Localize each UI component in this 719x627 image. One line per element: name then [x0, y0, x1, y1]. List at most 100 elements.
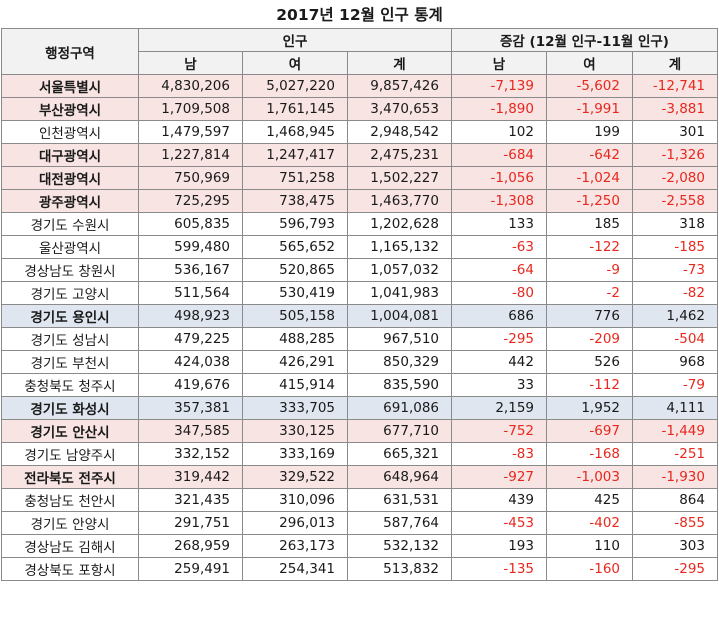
region-cell: 경기도 부천시 [1, 350, 139, 374]
male-change-cell: -135 [451, 557, 547, 581]
female-change-cell: 776 [546, 304, 633, 328]
table-row: 서울특별시 4,830,206 5,027,220 9,857,426 -7,139 -5… [1, 74, 718, 98]
total-change-cell: 303 [632, 534, 718, 558]
table-row: 부산광역시 1,709,508 1,761,145 3,470,653 -1,890 -1… [1, 97, 718, 121]
total-population-cell: 835,590 [347, 373, 452, 397]
total-change-cell: -82 [632, 281, 718, 305]
region-cell: 경기도 고양시 [1, 281, 139, 305]
female-change-cell: -697 [546, 419, 633, 443]
male-population-cell: 511,564 [138, 281, 243, 305]
total-population-cell: 1,004,081 [347, 304, 452, 328]
header-male: 남 [138, 51, 243, 75]
male-population-cell: 479,225 [138, 327, 243, 351]
male-population-cell: 291,751 [138, 511, 243, 535]
total-population-cell: 1,041,983 [347, 281, 452, 305]
total-population-cell: 2,475,231 [347, 143, 452, 167]
region-cell: 경기도 남양주시 [1, 442, 139, 466]
female-population-cell: 329,522 [242, 465, 348, 489]
male-change-cell: -752 [451, 419, 547, 443]
male-change-cell: 102 [451, 120, 547, 144]
region-cell: 전라북도 전주시 [1, 465, 139, 489]
region-cell: 경기도 성남시 [1, 327, 139, 351]
header-total: 계 [347, 51, 452, 75]
female-population-cell: 488,285 [242, 327, 348, 351]
total-population-cell: 532,132 [347, 534, 452, 558]
male-change-cell: -80 [451, 281, 547, 305]
male-population-cell: 4,830,206 [138, 74, 243, 98]
female-change-cell: -160 [546, 557, 633, 581]
female-population-cell: 1,468,945 [242, 120, 348, 144]
female-change-cell: -402 [546, 511, 633, 535]
region-cell: 대구광역시 [1, 143, 139, 167]
female-change-cell: -209 [546, 327, 633, 351]
table-row: 경기도 남양주시 332,152 333,169 665,321 -83 -168 -251 [1, 442, 718, 466]
male-change-cell: -7,139 [451, 74, 547, 98]
header-change: 증감 (12월 인구-11월 인구) [451, 28, 718, 52]
table-row: 경기도 화성시 357,381 333,705 691,086 2,159 1,952 4,… [1, 396, 718, 420]
table-row: 전라북도 전주시 319,442 329,522 648,964 -927 -1,003-… [1, 465, 718, 489]
header-female: 여 [242, 51, 348, 75]
male-population-cell: 419,676 [138, 373, 243, 397]
male-change-cell: -1,308 [451, 189, 547, 213]
region-cell: 충청남도 천안시 [1, 488, 139, 512]
total-change-cell: -295 [632, 557, 718, 581]
female-population-cell: 333,705 [242, 396, 348, 420]
male-change-cell: 442 [451, 350, 547, 374]
male-population-cell: 605,835 [138, 212, 243, 236]
male-change-cell: 133 [451, 212, 547, 236]
female-population-cell: 505,158 [242, 304, 348, 328]
male-population-cell: 1,709,508 [138, 97, 243, 121]
total-change-cell: 1,462 [632, 304, 718, 328]
female-population-cell: 254,341 [242, 557, 348, 581]
female-change-cell: -1,024 [546, 166, 633, 190]
male-change-cell: -83 [451, 442, 547, 466]
region-cell: 부산광역시 [1, 97, 139, 121]
region-cell: 경기도 안산시 [1, 419, 139, 443]
region-cell: 경상남도 창원시 [1, 258, 139, 282]
total-change-cell: -2,558 [632, 189, 718, 213]
female-population-cell: 1,761,145 [242, 97, 348, 121]
male-population-cell: 332,152 [138, 442, 243, 466]
total-population-cell: 1,165,132 [347, 235, 452, 259]
female-population-cell: 565,652 [242, 235, 348, 259]
region-cell: 경상북도 포항시 [1, 557, 139, 581]
total-change-cell: -1,326 [632, 143, 718, 167]
female-change-cell: -168 [546, 442, 633, 466]
male-population-cell: 1,479,597 [138, 120, 243, 144]
total-population-cell: 587,764 [347, 511, 452, 535]
table-row: 경기도 안양시 291,751 296,013 587,764 -453 -402 -855 [1, 511, 718, 535]
total-change-cell: -3,881 [632, 97, 718, 121]
total-change-cell: -73 [632, 258, 718, 282]
total-change-cell: -12,741 [632, 74, 718, 98]
table-row: 경상남도 창원시 536,167 520,865 1,057,032 -64 -9 -73 [1, 258, 718, 282]
total-population-cell: 1,202,628 [347, 212, 452, 236]
male-population-cell: 725,295 [138, 189, 243, 213]
total-population-cell: 648,964 [347, 465, 452, 489]
female-change-cell: 185 [546, 212, 633, 236]
region-cell: 경기도 용인시 [1, 304, 139, 328]
population-table: 2017년 12월 인구 통계 행정구역 인구 증감 (12월 인구-11월 인… [1, 0, 718, 581]
header-change-male: 남 [451, 51, 547, 75]
region-cell: 울산광역시 [1, 235, 139, 259]
total-change-cell: -185 [632, 235, 718, 259]
male-population-cell: 357,381 [138, 396, 243, 420]
table-row: 충청북도 청주시 419,676 415,914 835,590 33 -112 -79 [1, 373, 718, 397]
male-change-cell: -453 [451, 511, 547, 535]
female-population-cell: 738,475 [242, 189, 348, 213]
total-change-cell: -251 [632, 442, 718, 466]
female-population-cell: 333,169 [242, 442, 348, 466]
table-row: 경기도 성남시 479,225 488,285 967,510 -295 -209 -504 [1, 327, 718, 351]
total-change-cell: -855 [632, 511, 718, 535]
total-change-cell: 864 [632, 488, 718, 512]
table-row: 경상북도 포항시 259,491 254,341 513,832 -135 -160 -29… [1, 557, 718, 581]
female-change-cell: -9 [546, 258, 633, 282]
male-change-cell: -63 [451, 235, 547, 259]
total-population-cell: 1,463,770 [347, 189, 452, 213]
female-change-cell: -122 [546, 235, 633, 259]
male-population-cell: 259,491 [138, 557, 243, 581]
total-population-cell: 677,710 [347, 419, 452, 443]
total-population-cell: 967,510 [347, 327, 452, 351]
female-population-cell: 520,865 [242, 258, 348, 282]
female-population-cell: 530,419 [242, 281, 348, 305]
table-row: 경기도 고양시 511,564 530,419 1,041,983 -80 -2 -82 [1, 281, 718, 305]
